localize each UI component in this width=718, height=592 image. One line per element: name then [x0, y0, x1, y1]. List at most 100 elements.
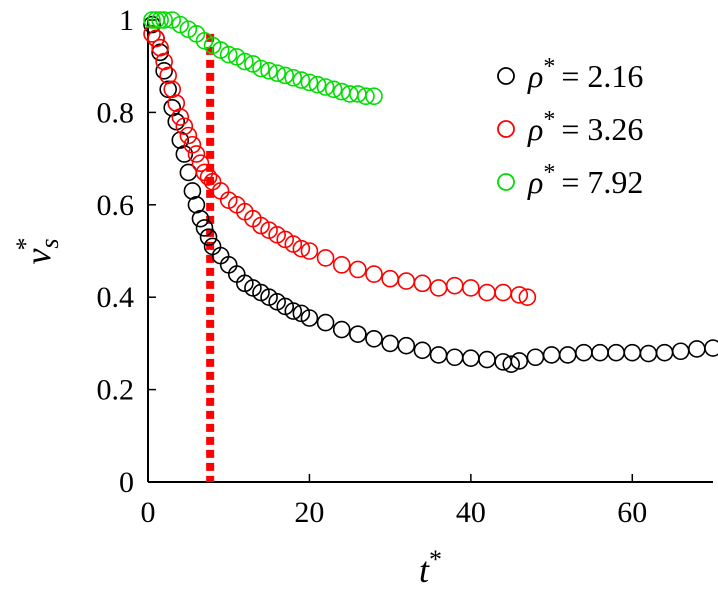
data-point — [526, 348, 545, 367]
data-point — [671, 342, 690, 361]
series-1 — [143, 25, 537, 307]
legend-marker — [497, 120, 515, 138]
data-point — [199, 228, 218, 246]
series-2 — [143, 11, 383, 106]
data-point — [300, 73, 319, 92]
y-axis-label: vs* — [11, 237, 64, 264]
data-point — [688, 340, 706, 358]
labels-layer: 0 0.2 0.4 0.6 0.8 1 0 20 40 60 t* vs* — [11, 4, 647, 590]
data-point — [704, 339, 718, 357]
data-point — [445, 348, 464, 367]
x-tick-label: 60 — [617, 496, 647, 529]
data-point — [159, 80, 177, 99]
y-tick-label: 1 — [119, 4, 134, 37]
data-point — [183, 182, 202, 200]
data-point — [365, 329, 383, 348]
data-point — [316, 78, 335, 96]
data-point — [381, 269, 399, 288]
data-point — [252, 59, 270, 78]
data-point — [639, 344, 658, 363]
data-point — [607, 343, 625, 362]
data-point — [151, 38, 169, 57]
data-point — [300, 309, 319, 327]
data-point — [591, 343, 609, 362]
data-point — [211, 246, 230, 265]
data-point — [292, 71, 311, 89]
data-point — [167, 94, 186, 112]
data-point — [316, 249, 335, 267]
legend: ρ* = 2.16 ρ* = 3.26 ρ* = 7.92 — [497, 54, 643, 200]
data-point — [349, 260, 367, 279]
data-point — [284, 68, 303, 87]
data-point — [494, 283, 512, 302]
data-point — [268, 64, 286, 82]
data-point — [478, 350, 496, 369]
data-point — [429, 346, 448, 364]
data-point — [429, 279, 448, 297]
data-point — [284, 302, 303, 320]
data-point — [191, 209, 210, 228]
y-tick-label: 0.8 — [97, 96, 135, 129]
data-point — [276, 66, 295, 85]
axes-layer — [147, 19, 713, 483]
data-point — [365, 87, 383, 106]
data-point — [300, 242, 319, 260]
data-point — [397, 336, 416, 355]
data-point — [179, 126, 198, 145]
points-layer — [143, 11, 718, 373]
data-point — [227, 265, 246, 283]
x-tick-label: 40 — [456, 496, 486, 529]
data-point — [211, 182, 230, 200]
data-point — [510, 286, 529, 304]
data-point — [219, 45, 238, 64]
data-point — [195, 163, 214, 182]
data-point — [236, 52, 254, 71]
data-point — [151, 11, 169, 29]
data-point — [143, 11, 161, 29]
y-tick-label: 0.2 — [97, 374, 135, 407]
data-point — [159, 66, 177, 85]
data-point — [542, 346, 561, 364]
data-point — [324, 80, 343, 99]
data-point — [357, 87, 375, 106]
data-point — [163, 80, 182, 99]
data-point — [655, 343, 674, 362]
data-point — [462, 279, 480, 297]
data-point — [155, 52, 173, 71]
data-point — [199, 168, 218, 186]
data-point — [183, 135, 202, 154]
data-point — [171, 108, 190, 126]
data-point — [219, 256, 238, 274]
data-point — [308, 75, 327, 94]
data-point — [365, 265, 383, 283]
data-point — [175, 117, 194, 136]
data-point — [502, 355, 521, 373]
data-point — [462, 349, 480, 367]
data-point — [478, 283, 496, 302]
data-point — [187, 145, 206, 163]
data-point — [381, 334, 399, 353]
data-point — [292, 239, 311, 258]
data-point — [316, 313, 335, 332]
y-tick-label: 0.6 — [97, 189, 135, 222]
data-point — [155, 62, 173, 80]
data-point — [143, 25, 161, 43]
data-point — [349, 325, 367, 343]
data-point — [623, 343, 642, 362]
legend-entry: ρ* = 7.92 — [527, 160, 643, 200]
data-point — [191, 154, 210, 173]
data-point — [332, 256, 351, 274]
y-tick-label: 0 — [119, 466, 134, 499]
data-point — [195, 219, 214, 237]
data-point — [510, 352, 529, 370]
data-point — [151, 43, 169, 62]
legend-marker — [497, 67, 515, 85]
data-point — [397, 272, 416, 290]
data-point — [332, 320, 351, 339]
data-point — [260, 62, 278, 80]
x-tick-label: 20 — [294, 496, 324, 529]
data-point — [413, 341, 432, 360]
x-axis-label: t* — [419, 545, 442, 590]
legend-marker — [497, 173, 515, 191]
